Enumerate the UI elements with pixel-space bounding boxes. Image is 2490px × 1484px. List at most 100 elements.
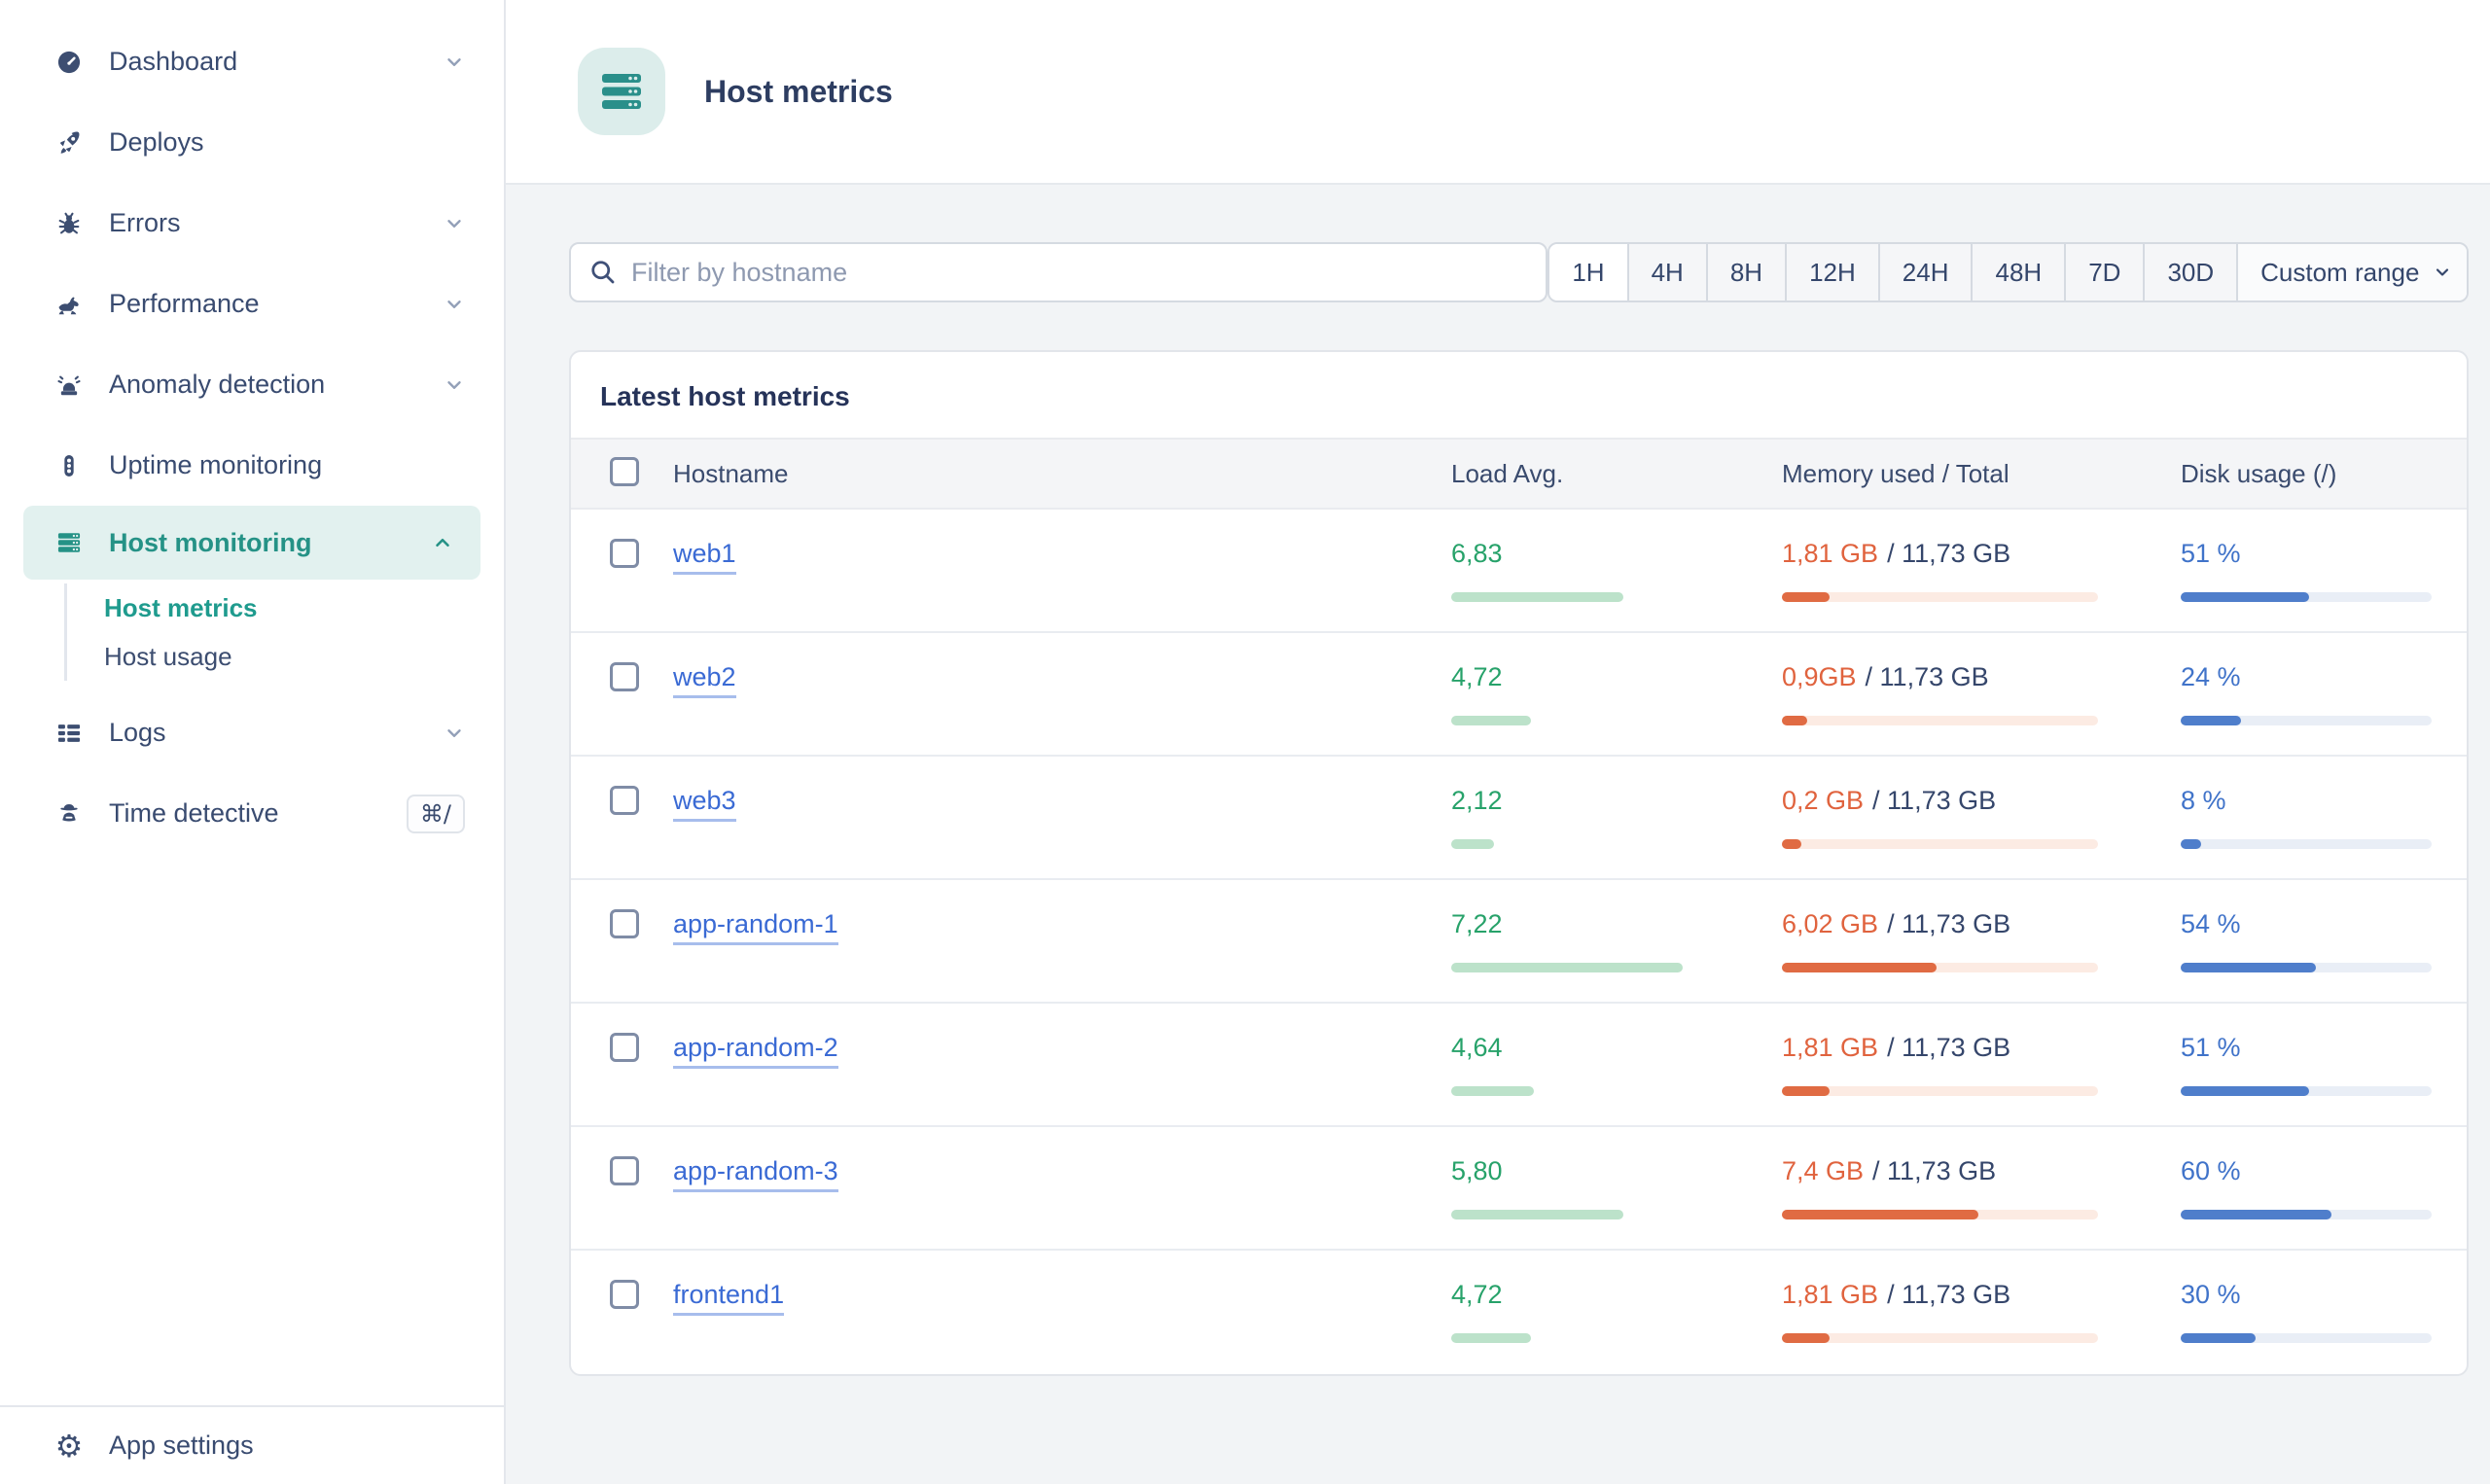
hostname-link[interactable]: web1 (673, 539, 736, 575)
memory-total-value: / 11,73 GB (1887, 539, 2011, 568)
load-avg-value: 4,72 (1451, 662, 1503, 691)
row-checkbox[interactable] (610, 539, 639, 568)
memory-bar (1782, 963, 2098, 972)
hostname-link[interactable]: web3 (673, 786, 736, 822)
hostname-link[interactable]: frontend1 (673, 1280, 785, 1316)
memory-bar (1782, 1086, 2098, 1096)
range-button-12h[interactable]: 12H (1785, 244, 1878, 300)
sidebar-item-dashboard[interactable]: Dashboard (0, 21, 504, 102)
latest-host-metrics-card: Latest host metrics Hostname Load Avg. M… (569, 350, 2469, 1376)
disk-usage-value: 54 % (2181, 909, 2241, 938)
memory-bar-fill (1782, 592, 1830, 602)
sidebar-item-label: App settings (109, 1431, 254, 1460)
hostname-link[interactable]: app-random-2 (673, 1033, 838, 1069)
range-button-48h[interactable]: 48H (1971, 244, 2065, 300)
column-header-disk: Disk usage (/) (2181, 458, 2337, 488)
load-avg-bar (1451, 1333, 1531, 1343)
sidebar-item-logs[interactable]: Logs (0, 692, 504, 773)
load-avg-bar (1451, 1086, 1534, 1096)
disk-usage-bar-fill (2181, 963, 2317, 972)
column-header-memory: Memory used / Total (1782, 458, 2010, 488)
memory-total-value: / 11,73 GB (1887, 1280, 2011, 1309)
select-all-checkbox[interactable] (610, 456, 639, 486)
sidebar-item-performance[interactable]: Performance (0, 264, 504, 344)
row-checkbox[interactable] (610, 909, 639, 938)
memory-used-value: 7,4 GB (1782, 1156, 1865, 1185)
page-header: Host metrics (506, 0, 2490, 185)
disk-usage-bar-fill (2181, 1333, 2257, 1343)
sidebar-item-label: Uptime monitoring (109, 450, 323, 479)
sidebar-item-time-detective[interactable]: Time detective ⌘/ (0, 773, 504, 854)
siren-icon (54, 371, 84, 400)
main-area: Host metrics 1H 4H 8H 12H 24H 48H 7D (506, 0, 2490, 1484)
table-row: web3 2,12 0,2 GB/ 11,73 GB 8 % (571, 757, 2467, 880)
sidebar-nav: Dashboard Deploys Errors P (0, 0, 504, 854)
range-button-1h[interactable]: 1H (1549, 244, 1627, 300)
disk-usage-bar (2181, 716, 2432, 725)
memory-total-value: / 11,73 GB (1887, 1033, 2011, 1062)
disk-usage-value: 30 % (2181, 1280, 2241, 1309)
disk-usage-bar-fill (2181, 1086, 2309, 1096)
sidebar: Dashboard Deploys Errors P (0, 0, 506, 1484)
row-checkbox[interactable] (610, 786, 639, 815)
table-header-row: Hostname Load Avg. Memory used / Total D… (571, 438, 2467, 510)
range-button-4h[interactable]: 4H (1626, 244, 1706, 300)
hostname-filter[interactable] (569, 242, 1548, 302)
sidebar-item-host-monitoring[interactable]: Host monitoring (23, 506, 480, 580)
range-button-30d[interactable]: 30D (2143, 244, 2237, 300)
row-checkbox[interactable] (610, 1280, 639, 1309)
memory-total-value: / 11,73 GB (1872, 786, 1997, 815)
range-button-24h[interactable]: 24H (1877, 244, 1972, 300)
hostname-link[interactable]: web2 (673, 662, 736, 698)
range-button-8h[interactable]: 8H (1705, 244, 1786, 300)
sidebar-item-errors[interactable]: Errors (0, 183, 504, 264)
disk-usage-bar (2181, 1333, 2432, 1343)
memory-used-value: 1,81 GB (1782, 1280, 1879, 1309)
disk-usage-bar (2181, 592, 2432, 602)
sidebar-subitem-label: Host usage (104, 641, 232, 671)
custom-range-label: Custom range (2260, 258, 2420, 287)
memory-bar-fill (1782, 1086, 1830, 1096)
gauge-icon (54, 48, 84, 77)
sidebar-item-anomaly-detection[interactable]: Anomaly detection (0, 344, 504, 425)
load-avg-bar (1451, 1210, 1623, 1219)
range-button-7d[interactable]: 7D (2064, 244, 2144, 300)
sidebar-item-app-settings[interactable]: ⚙ App settings (0, 1405, 504, 1484)
memory-bar (1782, 839, 2098, 849)
memory-used-value: 6,02 GB (1782, 909, 1879, 938)
load-avg-value: 7,22 (1451, 909, 1503, 938)
gear-icon: ⚙ (54, 1427, 84, 1465)
memory-bar-fill (1782, 839, 1801, 849)
disk-usage-bar (2181, 1210, 2432, 1219)
disk-usage-value: 51 % (2181, 539, 2241, 568)
server-icon (54, 528, 84, 557)
disk-usage-bar-fill (2181, 592, 2309, 602)
sidebar-item-uptime-monitoring[interactable]: Uptime monitoring (0, 425, 504, 506)
row-checkbox[interactable] (610, 1156, 639, 1185)
sidebar-item-label: Anomaly detection (109, 370, 326, 399)
sidebar-item-host-usage[interactable]: Host usage (67, 632, 504, 681)
hostname-link[interactable]: app-random-3 (673, 1156, 838, 1192)
chevron-down-icon (444, 213, 465, 234)
traffic-light-icon (54, 451, 84, 480)
sidebar-item-deploys[interactable]: Deploys (0, 102, 504, 183)
rocket-icon (54, 128, 84, 158)
disk-usage-bar (2181, 963, 2432, 972)
search-input[interactable] (631, 257, 1529, 288)
sidebar-item-host-metrics[interactable]: Host metrics (67, 583, 504, 632)
memory-bar-fill (1782, 716, 1807, 725)
disk-usage-bar-fill (2181, 1210, 2331, 1219)
disk-usage-value: 60 % (2181, 1156, 2241, 1185)
page-title: Host metrics (704, 73, 893, 109)
table-row: app-random-3 5,80 7,4 GB/ 11,73 GB 60 % (571, 1127, 2467, 1251)
row-checkbox[interactable] (610, 1033, 639, 1062)
hostname-link[interactable]: app-random-1 (673, 909, 838, 945)
disk-usage-value: 24 % (2181, 662, 2241, 691)
chevron-down-icon (2433, 263, 2452, 282)
disk-usage-bar-fill (2181, 839, 2201, 849)
row-checkbox[interactable] (610, 662, 639, 691)
sidebar-subitem-label: Host metrics (104, 592, 258, 622)
table-row: web2 4,72 0,9GB / 11,73 GB 24 % (571, 633, 2467, 757)
custom-range-dropdown[interactable]: Custom range (2236, 244, 2468, 300)
